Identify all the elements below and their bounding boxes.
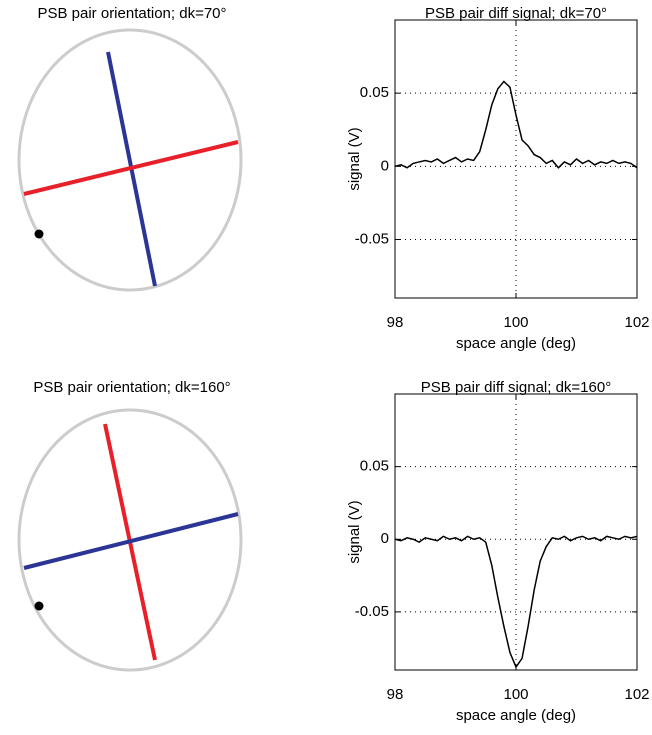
ellipse xyxy=(17,28,243,292)
title: PSB pair diff signal; dk=70° xyxy=(425,5,607,22)
dot xyxy=(34,601,44,611)
dot xyxy=(34,229,44,239)
y-tick-label: 0.05 xyxy=(360,84,389,101)
signal-line xyxy=(394,535,638,669)
x-tick-label: 100 xyxy=(503,314,528,331)
y-axis-label: signal (V) xyxy=(346,500,363,563)
red-line xyxy=(23,140,239,196)
y-tick-label: -0.05 xyxy=(355,230,389,247)
y-tick-label: 0 xyxy=(381,530,389,547)
x-tick-label: 102 xyxy=(624,314,649,331)
signal-line xyxy=(394,80,638,169)
x-tick-label: 98 xyxy=(387,314,404,331)
y-tick-label: 0.05 xyxy=(360,458,389,475)
title: PSB pair diff signal; dk=160° xyxy=(421,379,611,396)
x-axis-label: space angle (deg) xyxy=(456,335,576,352)
x-tick-label: 100 xyxy=(503,686,528,703)
plot-frame xyxy=(394,393,638,671)
orientation-diagram-bottom xyxy=(17,408,243,672)
title: PSB pair orientation; dk=160° xyxy=(33,379,230,396)
plot-frame xyxy=(394,19,638,299)
title: PSB pair orientation; dk=70° xyxy=(37,5,226,22)
orientation-diagram-top xyxy=(17,28,243,292)
x-axis-label: space angle (deg) xyxy=(456,707,576,724)
y-tick-label: -0.05 xyxy=(355,603,389,620)
y-axis-label: signal (V) xyxy=(346,127,363,190)
x-tick-label: 102 xyxy=(624,686,649,703)
ellipse xyxy=(17,408,243,672)
y-tick-label: 0 xyxy=(381,157,389,174)
x-tick-label: 98 xyxy=(387,686,404,703)
blue-line xyxy=(23,512,239,570)
